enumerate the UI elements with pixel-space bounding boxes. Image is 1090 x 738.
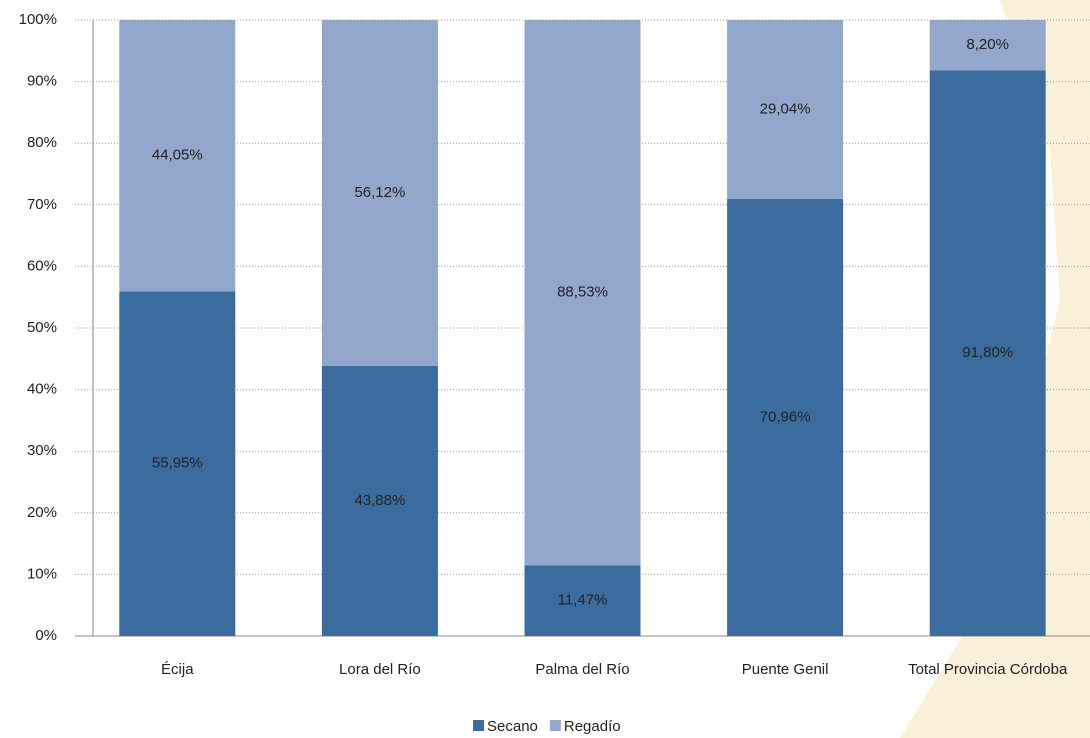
legend-swatch	[549, 720, 561, 731]
data-label: 55,95%	[152, 455, 203, 472]
data-label: 44,05%	[152, 147, 203, 164]
data-label: 29,04%	[760, 100, 811, 117]
legend-label: Regadío	[564, 718, 621, 735]
bar-segment	[524, 20, 641, 566]
y-tick-label: 40%	[27, 381, 57, 398]
bar-segment	[524, 565, 641, 636]
bar-segment	[727, 198, 844, 636]
bar-segment	[727, 20, 844, 199]
bar-segment	[119, 291, 236, 636]
x-tick-label: Puente Genil	[742, 661, 829, 678]
legend-label: Secano	[487, 718, 538, 735]
data-label: 56,12%	[354, 184, 405, 201]
data-label: 43,88%	[354, 492, 405, 509]
data-label: 88,53%	[557, 284, 608, 301]
legend-swatch	[473, 720, 484, 731]
y-tick-label: 30%	[27, 442, 57, 459]
y-tick-label: 10%	[27, 565, 57, 582]
y-tick-label: 60%	[27, 257, 57, 274]
bar-segment	[929, 20, 1046, 71]
data-label: 70,96%	[760, 408, 811, 425]
y-tick-label: 100%	[19, 11, 57, 28]
x-tick-label: Écija	[161, 661, 194, 678]
bar-segment	[321, 365, 438, 636]
y-tick-label: 70%	[27, 196, 57, 213]
bar-segment	[119, 20, 236, 292]
y-tick-label: 20%	[27, 504, 57, 521]
x-tick-label: Lora del Río	[339, 661, 421, 678]
y-tick-label: 50%	[27, 319, 57, 336]
x-tick-label: Palma del Río	[535, 661, 629, 678]
bar-segment	[321, 20, 438, 366]
data-label: 11,47%	[558, 592, 608, 609]
y-tick-label: 0%	[35, 627, 57, 644]
x-tick-label: Total Provincia Córdoba	[908, 661, 1068, 678]
y-tick-label: 90%	[27, 73, 57, 90]
bar-segment	[929, 70, 1046, 636]
data-label: 8,20%	[966, 36, 1009, 53]
data-label: 91,80%	[962, 344, 1013, 361]
y-tick-label: 80%	[27, 134, 57, 151]
